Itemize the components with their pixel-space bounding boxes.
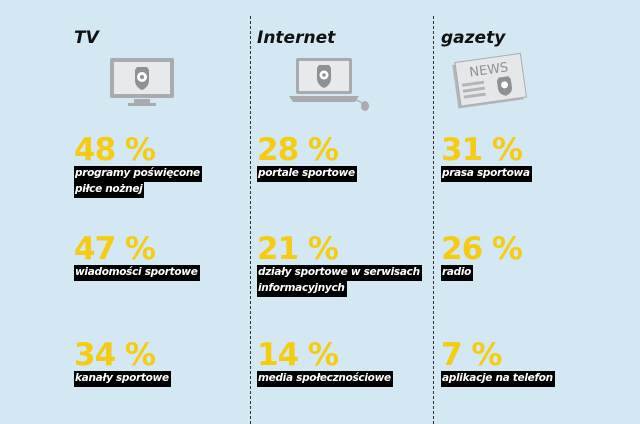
stat: 47 % wiadomości sportowe <box>74 234 200 281</box>
newspaper-headline: NEWS <box>469 60 510 80</box>
stat-label-line: prasa sportowa <box>441 166 532 182</box>
stat-label-line: kanały sportowe <box>74 371 171 387</box>
stat: 14 % media społecznościowe <box>257 340 393 387</box>
stat-label-line: działy sportowe w serwisach <box>257 265 422 281</box>
stat-label-line: informacyjnych <box>257 281 347 297</box>
stat-label-line: media społecznościowe <box>257 371 393 387</box>
stat-percent: 26 % <box>441 231 523 267</box>
stat-label-line: radio <box>441 265 474 281</box>
stat-label: media społecznościowe <box>257 371 393 387</box>
column-divider-1 <box>250 16 251 424</box>
stat-label-line: wiadomości sportowe <box>74 265 200 281</box>
column-internet: Internet 28 % portale sportowe 21 % dzia… <box>257 0 431 424</box>
column-title: TV <box>74 28 99 48</box>
stat-label-line: portale sportowe <box>257 166 357 182</box>
stat-percent: 48 % <box>74 132 156 168</box>
stat-percent: 21 % <box>257 231 339 267</box>
column-divider-2 <box>433 16 434 424</box>
stat-percent: 14 % <box>257 337 339 373</box>
stat-label: wiadomości sportowe <box>74 265 200 281</box>
stat: 7 % aplikacje na telefon <box>441 340 555 387</box>
stat-percent: 34 % <box>74 337 156 373</box>
stat-label: programy poświęcone piłce nożnej <box>74 166 202 198</box>
stat-label: aplikacje na telefon <box>441 371 555 387</box>
stat: 21 % działy sportowe w serwisach informa… <box>257 234 422 297</box>
stat-percent: 31 % <box>441 132 523 168</box>
stat: 48 % programy poświęcone piłce nożnej <box>74 135 202 198</box>
stat-label-line: piłce nożnej <box>74 182 145 198</box>
column-title: Internet <box>257 28 336 48</box>
stat-percent: 7 % <box>441 337 502 373</box>
stat-label-line: programy poświęcone <box>74 166 202 182</box>
stat-percent: 47 % <box>74 231 156 267</box>
laptop-icon <box>287 56 373 116</box>
stat-label: prasa sportowa <box>441 166 532 182</box>
stat: 31 % prasa sportowa <box>441 135 532 182</box>
stat-label: portale sportowe <box>257 166 357 182</box>
tv-icon <box>108 56 178 112</box>
stat-percent: 28 % <box>257 132 339 168</box>
column-gazety: gazety NEWS 31 % prasa sportowa 26 % rad… <box>441 0 631 424</box>
stat: 34 % kanały sportowe <box>74 340 171 387</box>
stat-label: radio <box>441 265 522 281</box>
stat-label: kanały sportowe <box>74 371 171 387</box>
newspaper-icon: NEWS <box>449 52 529 114</box>
stat-label: działy sportowe w serwisach informacyjny… <box>257 265 422 297</box>
column-title: gazety <box>441 28 506 48</box>
stat: 26 % radio <box>441 231 523 281</box>
stat-label-line: aplikacje na telefon <box>441 371 555 387</box>
column-tv: TV 48 % programy poświęcone piłce nożnej… <box>74 0 244 424</box>
stat: 28 % portale sportowe <box>257 135 357 182</box>
